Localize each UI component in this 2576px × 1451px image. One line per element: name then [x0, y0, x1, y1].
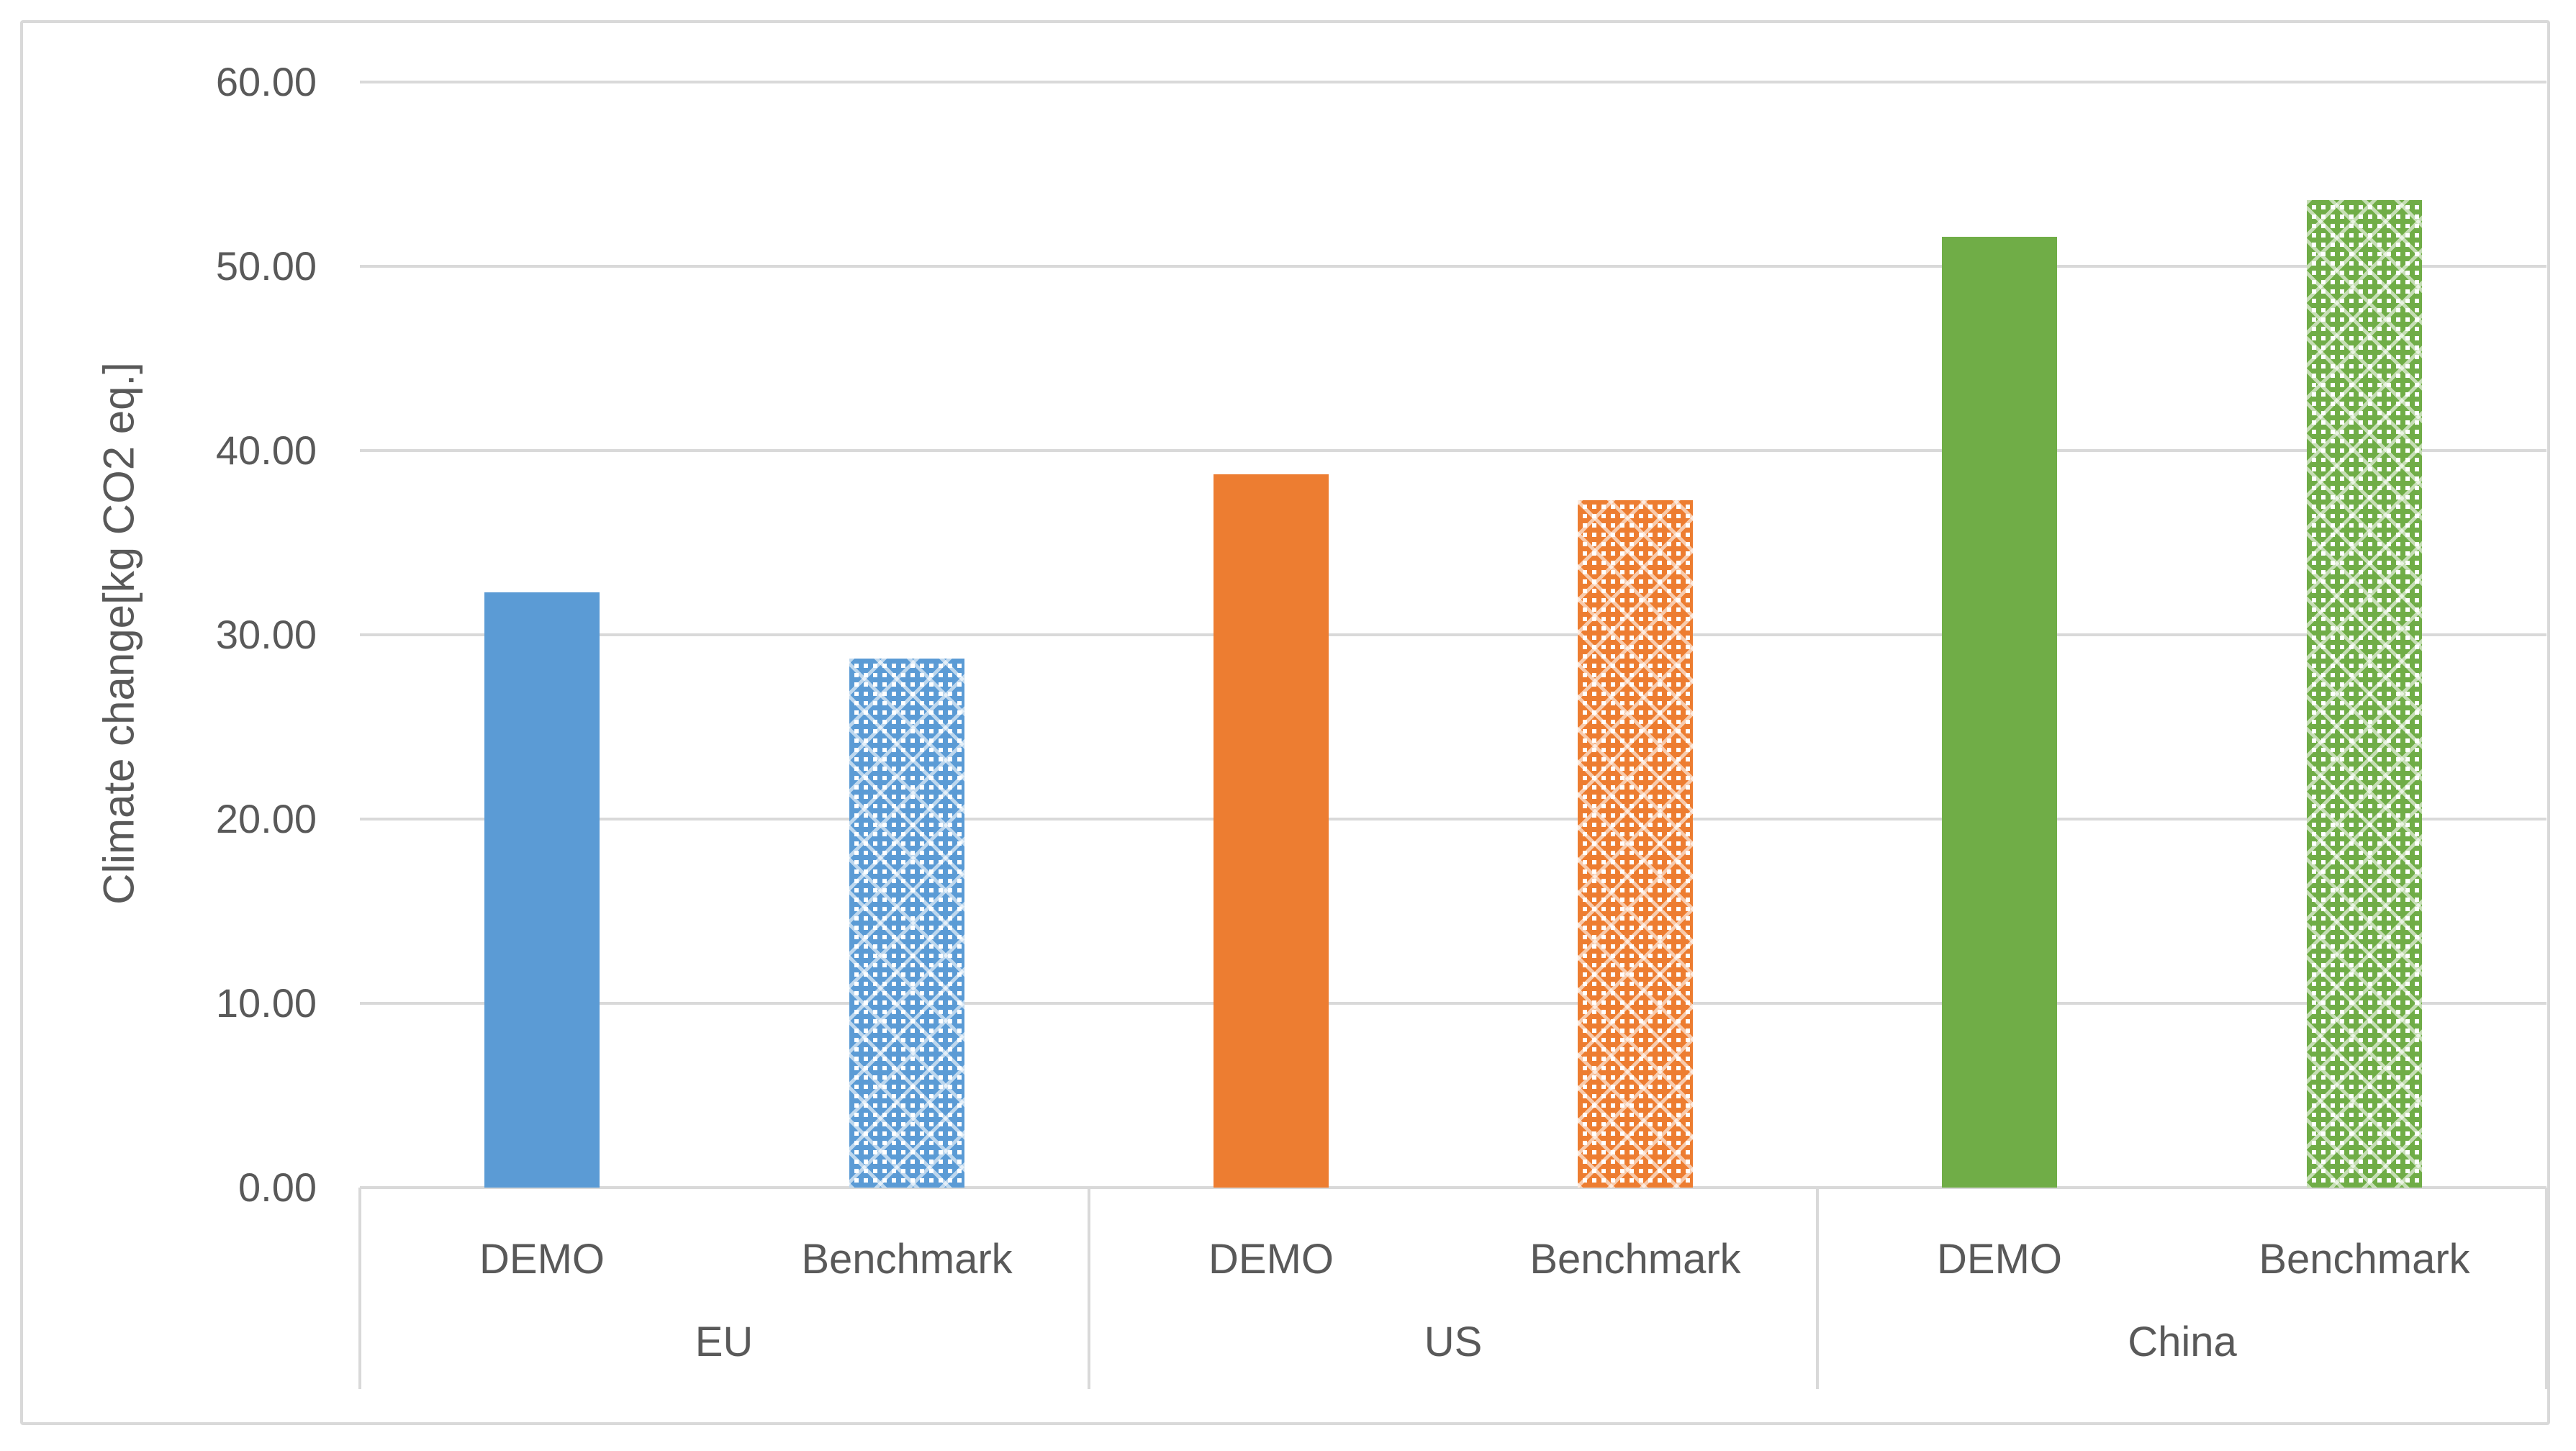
gridline: [360, 265, 2546, 268]
y-axis-tick-label: 40.00: [215, 428, 317, 473]
group-label: US: [1424, 1319, 1483, 1365]
category-divider: [2545, 1188, 2548, 1389]
y-axis-tick-label: 30.00: [215, 612, 317, 657]
category-label: DEMO: [1937, 1236, 2062, 1283]
group-label: EU: [695, 1319, 754, 1365]
bar-eu-benchmark: [849, 659, 964, 1188]
category-label: DEMO: [479, 1236, 605, 1283]
bar-china-demo: [1942, 237, 2057, 1188]
bar-us-benchmark: [1578, 500, 1693, 1188]
group-label: China: [2128, 1319, 2237, 1365]
category-label: Benchmark: [1529, 1236, 1741, 1283]
category-label: DEMO: [1208, 1236, 1334, 1283]
gridline: [360, 1186, 2546, 1189]
gridline: [360, 1002, 2546, 1005]
gridline: [360, 81, 2546, 83]
category-divider: [358, 1188, 361, 1389]
category-divider: [1816, 1188, 1819, 1389]
bar-china-benchmark: [2307, 200, 2422, 1188]
bar-us-demo: [1214, 474, 1329, 1188]
y-axis-tick-label: 60.00: [215, 59, 317, 104]
y-axis-tick-label: 20.00: [215, 796, 317, 841]
gridline: [360, 818, 2546, 821]
y-axis-tick-label: 10.00: [215, 980, 317, 1026]
category-label: Benchmark: [2259, 1236, 2470, 1283]
category-label: Benchmark: [801, 1236, 1013, 1283]
chart-border: [20, 20, 2550, 1425]
y-axis-tick-label: 0.00: [238, 1165, 317, 1210]
gridline: [360, 633, 2546, 636]
y-axis-tick-label: 50.00: [215, 243, 317, 289]
bar-eu-demo: [484, 592, 600, 1188]
gridline: [360, 449, 2546, 452]
category-divider: [1088, 1188, 1090, 1389]
